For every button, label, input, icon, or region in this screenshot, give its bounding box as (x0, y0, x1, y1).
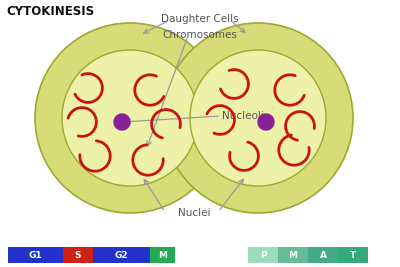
Text: P: P (260, 250, 266, 260)
Bar (150, 247, 175, 263)
Text: CYTOKINESIS: CYTOKINESIS (6, 5, 94, 18)
Text: M: M (158, 250, 167, 260)
Text: M: M (288, 250, 298, 260)
Text: Chromosomes: Chromosomes (162, 30, 238, 40)
Bar (248, 247, 278, 263)
Text: Nucleoli: Nucleoli (222, 111, 264, 121)
Text: Daughter Cells: Daughter Cells (161, 14, 239, 24)
Text: G1: G1 (29, 250, 42, 260)
Circle shape (35, 23, 225, 213)
Text: G2: G2 (115, 250, 128, 260)
Bar (278, 247, 308, 263)
Circle shape (258, 114, 274, 130)
Text: Nuclei: Nuclei (178, 208, 210, 218)
Circle shape (62, 50, 198, 186)
Bar (338, 247, 368, 263)
Circle shape (163, 23, 353, 213)
Circle shape (114, 114, 130, 130)
Bar (8, 247, 63, 263)
Bar (308, 247, 338, 263)
Bar (63, 247, 93, 263)
Circle shape (190, 50, 326, 186)
Text: T: T (350, 250, 356, 260)
Text: A: A (320, 250, 326, 260)
Text: S: S (75, 250, 81, 260)
Bar (93, 247, 150, 263)
